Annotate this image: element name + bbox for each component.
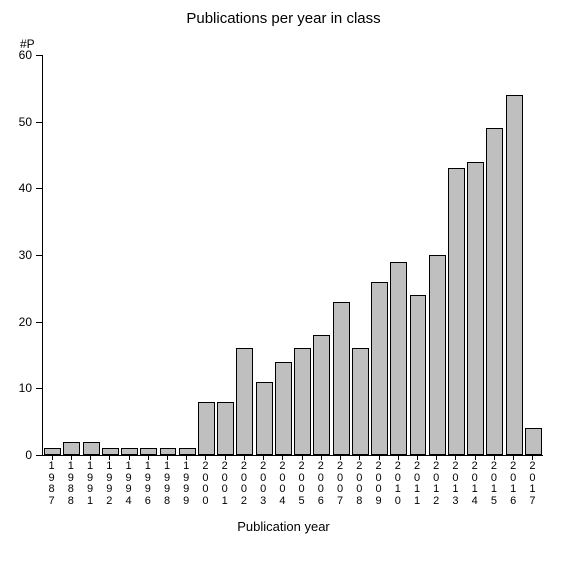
x-tick-label: 1994 (123, 461, 135, 507)
bar (294, 348, 311, 455)
x-tick-label: 2001 (219, 461, 231, 507)
x-tick-label: 1996 (142, 461, 154, 507)
chart-title: Publications per year in class (0, 10, 567, 27)
x-tick-label: 2013 (449, 461, 461, 507)
x-tick-label: 1998 (161, 461, 173, 507)
bar (352, 348, 369, 455)
x-tick-label: 1992 (103, 461, 115, 507)
bar (486, 128, 503, 455)
bar (525, 428, 542, 455)
y-tick (36, 322, 42, 323)
y-tick (36, 122, 42, 123)
y-tick-label: 0 (10, 448, 32, 462)
bar (83, 442, 100, 455)
x-tick-label: 2015 (488, 461, 500, 507)
bar (410, 295, 427, 455)
bar (63, 442, 80, 455)
x-tick-label: 2002 (238, 461, 250, 507)
x-tick-label: 2009 (373, 461, 385, 507)
x-tick-label: 2014 (469, 461, 481, 507)
y-tick-label: 60 (10, 48, 32, 62)
bar (313, 335, 330, 455)
y-tick-label: 30 (10, 248, 32, 262)
x-tick-label: 1987 (46, 461, 58, 507)
y-tick (36, 55, 42, 56)
bar (448, 168, 465, 455)
x-tick-label: 2008 (353, 461, 365, 507)
y-tick (36, 455, 42, 456)
x-tick-label: 2006 (315, 461, 327, 507)
bar (256, 382, 273, 455)
x-tick-label: 2011 (411, 461, 423, 507)
bar (179, 448, 196, 455)
x-tick-label: 2000 (199, 461, 211, 507)
bar (467, 162, 484, 455)
bar (506, 95, 523, 455)
x-tick-label: 2012 (430, 461, 442, 507)
x-tick-label: 1999 (180, 461, 192, 507)
bar (217, 402, 234, 455)
bar (275, 362, 292, 455)
x-axis-title: Publication year (0, 519, 567, 534)
x-tick-label: 2016 (507, 461, 519, 507)
bar (198, 402, 215, 455)
bar (236, 348, 253, 455)
y-tick (36, 255, 42, 256)
bar (371, 282, 388, 455)
y-tick-label: 10 (10, 381, 32, 395)
x-tick-label: 2004 (276, 461, 288, 507)
y-tick-label: 20 (10, 315, 32, 329)
x-tick-label: 1988 (65, 461, 77, 507)
y-tick (36, 188, 42, 189)
bar-chart: Publications per year in class #P Public… (0, 0, 567, 567)
bar (102, 448, 119, 455)
y-tick-label: 40 (10, 181, 32, 195)
bar (121, 448, 138, 455)
x-tick-label: 2005 (296, 461, 308, 507)
x-tick-label: 2017 (526, 461, 538, 507)
x-tick-label: 2007 (334, 461, 346, 507)
plot-area (42, 55, 543, 456)
y-tick (36, 388, 42, 389)
bar (429, 255, 446, 455)
x-tick-label: 2010 (392, 461, 404, 507)
bar (140, 448, 157, 455)
bar (160, 448, 177, 455)
x-tick-label: 1991 (84, 461, 96, 507)
bar (390, 262, 407, 455)
y-tick-label: 50 (10, 115, 32, 129)
bar (44, 448, 61, 455)
x-tick-label: 2003 (257, 461, 269, 507)
bar (333, 302, 350, 455)
